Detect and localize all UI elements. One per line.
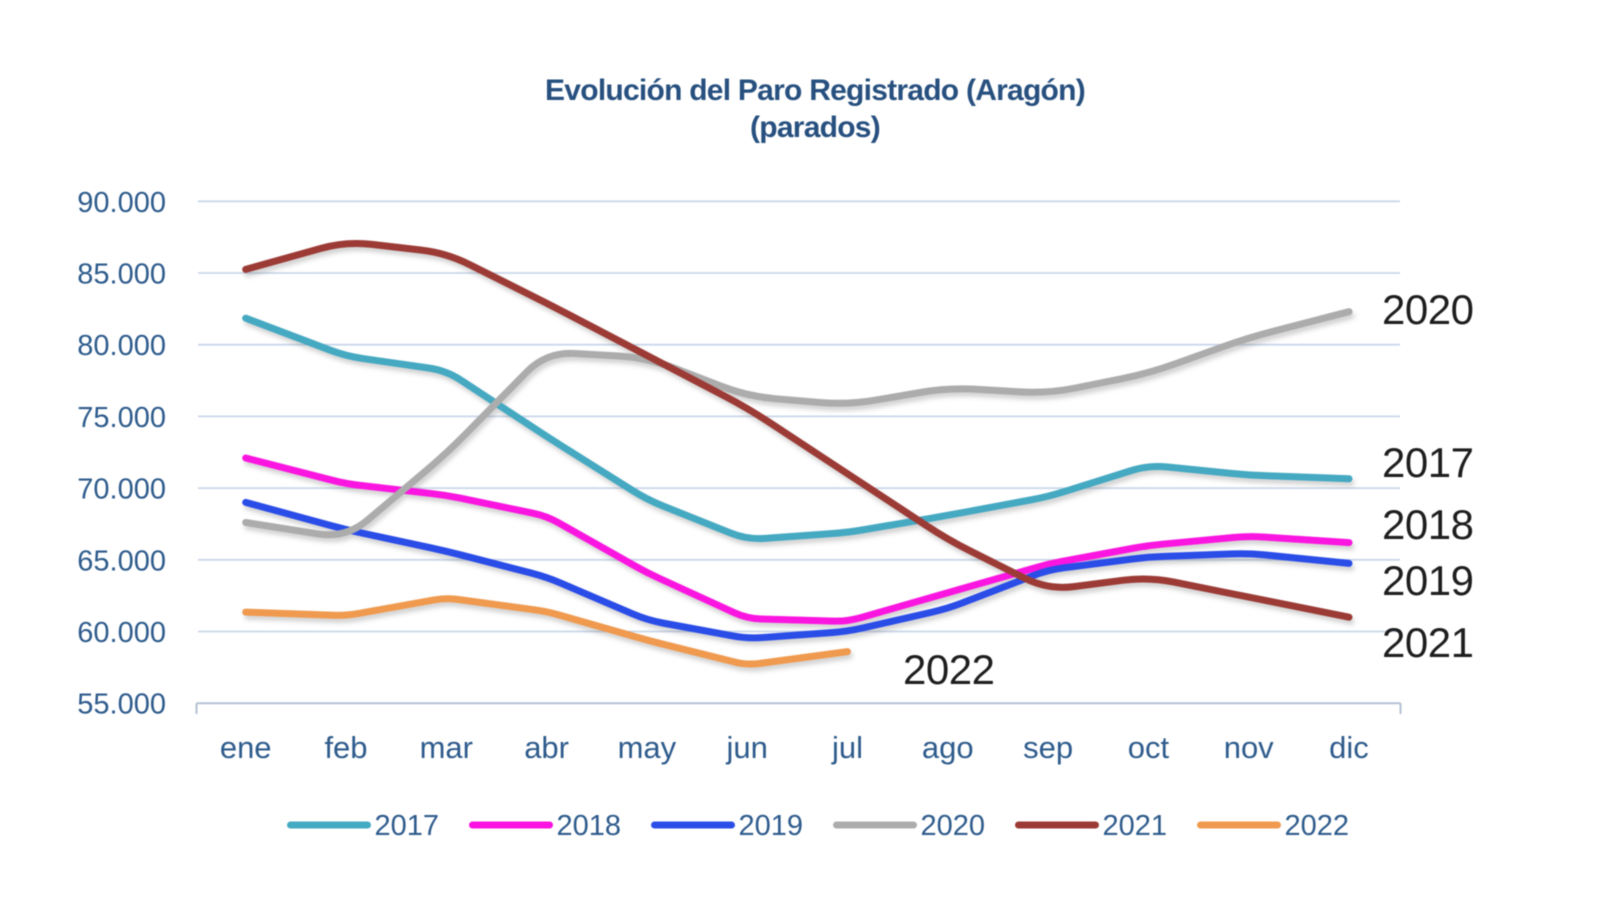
svg-text:2022: 2022 [903, 646, 994, 693]
svg-text:feb: feb [324, 730, 367, 765]
svg-text:Evolución del Paro Registrado: Evolución del Paro Registrado (Aragón) [545, 74, 1085, 107]
svg-text:mar: mar [420, 730, 473, 765]
svg-text:ene: ene [220, 730, 272, 765]
svg-text:2021: 2021 [1103, 810, 1168, 842]
svg-text:60.000: 60.000 [77, 617, 166, 649]
svg-text:2020: 2020 [921, 810, 986, 842]
svg-text:ago: ago [922, 730, 974, 765]
svg-text:2020: 2020 [1382, 286, 1473, 333]
svg-text:75.000: 75.000 [77, 402, 166, 434]
svg-text:80.000: 80.000 [77, 330, 166, 362]
svg-text:2017: 2017 [375, 810, 440, 842]
svg-text:dic: dic [1329, 730, 1369, 765]
svg-text:may: may [618, 730, 677, 765]
svg-text:jul: jul [831, 730, 863, 765]
svg-text:oct: oct [1128, 730, 1170, 765]
svg-text:70.000: 70.000 [77, 474, 166, 506]
svg-text:2017: 2017 [1382, 439, 1473, 486]
svg-text:55.000: 55.000 [77, 689, 166, 721]
svg-text:2019: 2019 [739, 810, 804, 842]
svg-text:85.000: 85.000 [77, 259, 166, 291]
svg-text:nov: nov [1224, 730, 1274, 765]
svg-text:65.000: 65.000 [77, 545, 166, 577]
svg-text:abr: abr [524, 730, 569, 765]
svg-text:90.000: 90.000 [77, 187, 166, 219]
svg-text:2018: 2018 [1382, 501, 1473, 548]
svg-text:sep: sep [1023, 730, 1073, 765]
svg-text:(parados): (parados) [750, 111, 880, 144]
svg-text:2019: 2019 [1382, 557, 1473, 604]
svg-text:2021: 2021 [1382, 619, 1473, 666]
svg-text:2018: 2018 [557, 810, 622, 842]
svg-text:2022: 2022 [1285, 810, 1350, 842]
svg-text:jun: jun [726, 730, 768, 765]
